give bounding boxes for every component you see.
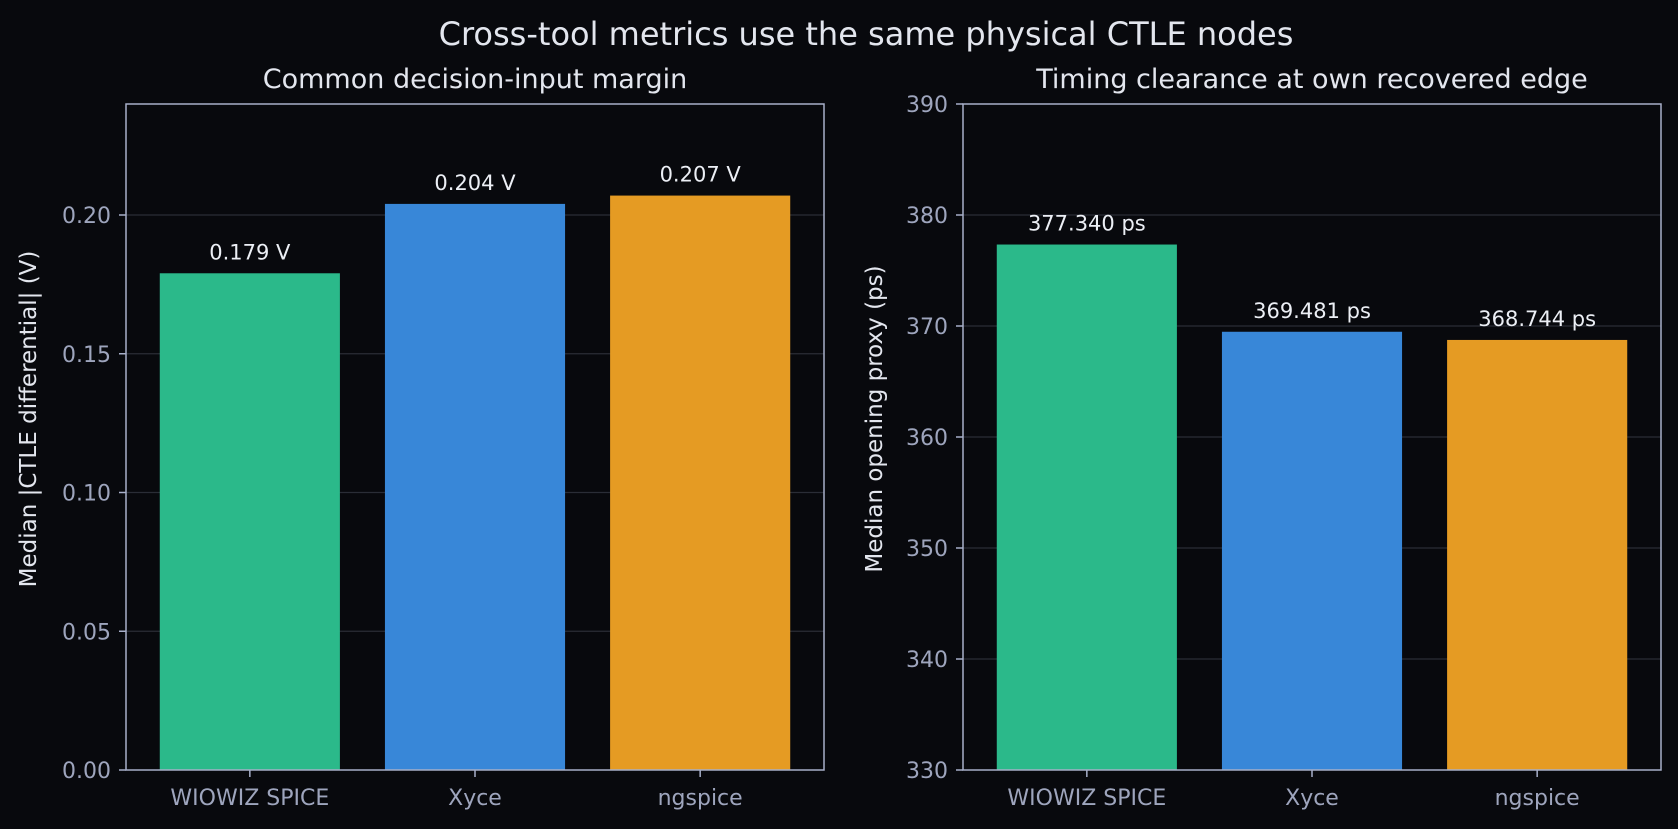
y-tick-label: 0.05 — [62, 620, 111, 645]
bar-ngspice — [1447, 339, 1628, 770]
y-tick-label: 0.00 — [62, 759, 111, 784]
bar-ngspice — [610, 195, 791, 770]
bar-wiowiz-spice — [159, 273, 340, 770]
y-tick-label: 0.10 — [62, 482, 111, 507]
y-tick-label: 380 — [906, 204, 948, 229]
y-axis-label: Median |CTLE differential| (V) — [16, 251, 42, 588]
bar-value-label: 0.204 V — [434, 171, 516, 195]
bar-value-label: 369.481 ps — [1253, 299, 1371, 323]
plot-frame — [125, 103, 825, 771]
x-tick-label: Xyce — [448, 786, 502, 811]
panel-title: Timing clearance at own recovered edge — [1035, 64, 1588, 95]
bar-value-label: 0.207 V — [660, 163, 742, 187]
x-tick-label: ngspice — [658, 786, 743, 811]
y-tick-label: 350 — [906, 537, 948, 562]
y-axis-label: Median opening proxy (ps) — [862, 265, 888, 572]
y-tick-label: 360 — [906, 426, 948, 451]
figure-title: Cross-tool metrics use the same physical… — [439, 15, 1294, 53]
bar-value-label: 368.744 ps — [1478, 307, 1596, 331]
bar-value-label: 377.340 ps — [1028, 212, 1146, 236]
x-tick-label: Xyce — [1285, 786, 1339, 811]
bar-wiowiz-spice — [996, 244, 1177, 770]
y-tick-label: 390 — [906, 93, 948, 118]
y-tick-label: 370 — [906, 315, 948, 340]
y-tick-label: 330 — [906, 759, 948, 784]
bar-xyce — [1221, 331, 1403, 770]
y-tick-label: 340 — [906, 648, 948, 673]
panel-decision-margin: Common decision-input margin Median |CTL… — [16, 64, 825, 811]
x-tick-label: ngspice — [1495, 786, 1580, 811]
y-tick-label: 0.20 — [62, 204, 111, 229]
x-tick-label: WIOWIZ SPICE — [1007, 786, 1166, 811]
y-tick-label: 0.15 — [62, 343, 111, 368]
x-tick-label: WIOWIZ SPICE — [170, 786, 329, 811]
panel-title: Common decision-input margin — [263, 64, 688, 95]
panel-timing-clearance: Timing clearance at own recovered edge M… — [862, 64, 1662, 811]
bar-value-label: 0.179 V — [209, 240, 291, 264]
bar-xyce — [384, 203, 566, 770]
